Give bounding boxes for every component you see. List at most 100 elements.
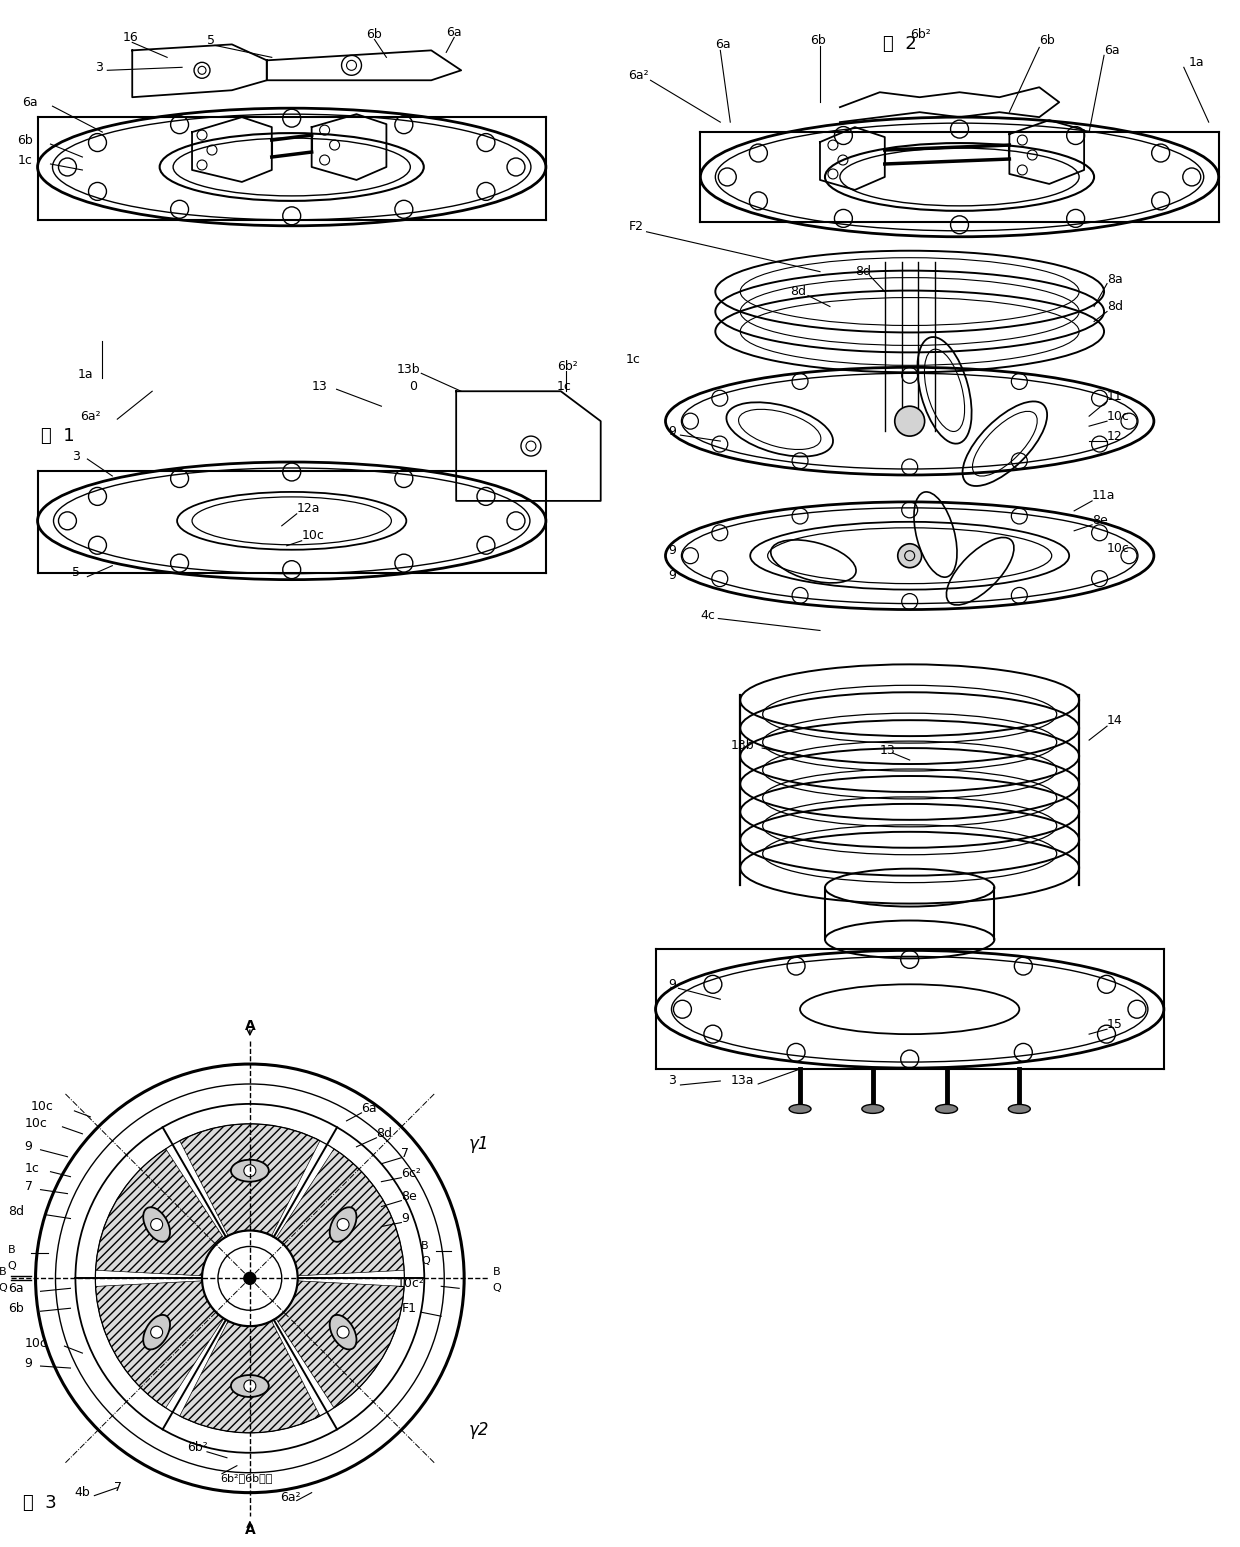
Text: 12a: 12a [296, 503, 320, 515]
Text: 13b: 13b [397, 364, 420, 376]
Text: F1: F1 [402, 1301, 417, 1315]
Wedge shape [95, 1149, 223, 1276]
Text: 12: 12 [1107, 430, 1122, 442]
Text: 10c: 10c [1107, 410, 1130, 422]
Text: γ1: γ1 [469, 1135, 490, 1153]
Text: 1c: 1c [17, 153, 32, 167]
Wedge shape [95, 1281, 223, 1408]
Wedge shape [180, 1123, 320, 1236]
Text: 14: 14 [1107, 713, 1122, 727]
Circle shape [244, 1272, 255, 1284]
Text: 图  1: 图 1 [41, 427, 74, 446]
Text: 13: 13 [880, 744, 895, 756]
Text: 6a: 6a [1104, 43, 1120, 57]
Text: 6b²: 6b² [557, 360, 578, 373]
Ellipse shape [330, 1315, 356, 1349]
Text: 1a: 1a [77, 368, 93, 381]
Circle shape [895, 407, 925, 436]
Text: 10c²: 10c² [397, 1276, 424, 1290]
Ellipse shape [143, 1207, 170, 1242]
Text: Q: Q [0, 1284, 7, 1293]
Text: B: B [0, 1267, 6, 1278]
Text: 7: 7 [25, 1180, 32, 1193]
Text: 6a: 6a [362, 1103, 377, 1115]
Text: 6b²: 6b² [187, 1442, 208, 1454]
Text: B: B [422, 1241, 429, 1252]
Ellipse shape [1008, 1105, 1030, 1114]
Circle shape [337, 1219, 348, 1230]
Text: 8a: 8a [1107, 274, 1122, 286]
Text: 10c: 10c [1107, 543, 1130, 555]
Circle shape [244, 1380, 255, 1392]
Text: 8d: 8d [1107, 300, 1123, 312]
Text: 9: 9 [668, 978, 676, 990]
Text: 13a: 13a [730, 1075, 754, 1088]
Text: F2: F2 [629, 220, 644, 234]
Text: 10c: 10c [25, 1117, 47, 1131]
Ellipse shape [231, 1375, 269, 1397]
Text: 6c²: 6c² [402, 1166, 422, 1180]
Text: 9: 9 [25, 1140, 32, 1153]
Text: Q: Q [422, 1256, 430, 1267]
Circle shape [337, 1326, 348, 1338]
Text: 13: 13 [311, 379, 327, 393]
Text: 8e: 8e [1092, 514, 1107, 528]
Text: 10c: 10c [31, 1100, 53, 1114]
Text: B: B [7, 1245, 15, 1256]
Text: 3: 3 [668, 1075, 676, 1088]
Text: 6a: 6a [7, 1282, 24, 1295]
Text: γ2: γ2 [469, 1420, 490, 1439]
Text: 3: 3 [72, 450, 81, 463]
Text: 4b: 4b [74, 1487, 91, 1499]
Text: 8e: 8e [402, 1190, 417, 1204]
Text: 4c: 4c [701, 610, 715, 622]
Text: 8d: 8d [7, 1205, 24, 1217]
Ellipse shape [231, 1160, 269, 1182]
Text: 8d: 8d [790, 285, 806, 299]
Text: 1c: 1c [626, 353, 641, 365]
Ellipse shape [862, 1105, 884, 1114]
Text: 6a²: 6a² [81, 410, 100, 422]
Text: Q: Q [7, 1261, 16, 1272]
Text: 6a²: 6a² [629, 68, 650, 82]
Text: 6b²: 6b² [910, 28, 930, 40]
Circle shape [150, 1326, 162, 1338]
Text: 5: 5 [207, 34, 215, 46]
Text: 6a: 6a [22, 96, 38, 108]
Text: 1c: 1c [557, 379, 572, 393]
Wedge shape [180, 1321, 320, 1433]
Text: 9: 9 [25, 1357, 32, 1369]
Text: 6b: 6b [810, 34, 826, 46]
Text: 9: 9 [402, 1211, 409, 1225]
Text: 6b: 6b [1039, 34, 1055, 46]
Text: 6a: 6a [715, 37, 730, 51]
Text: 8d: 8d [854, 265, 870, 278]
Ellipse shape [330, 1207, 356, 1242]
Text: 11a: 11a [1092, 489, 1116, 503]
Text: 8d: 8d [377, 1128, 392, 1140]
Text: 10c: 10c [301, 529, 325, 543]
Text: 6a²: 6a² [280, 1491, 300, 1504]
Text: 16: 16 [123, 31, 138, 43]
Text: 3: 3 [95, 60, 103, 74]
Text: 6b: 6b [17, 133, 33, 147]
Text: A: A [244, 1522, 255, 1536]
Circle shape [898, 543, 921, 568]
Text: A: A [244, 1019, 255, 1033]
Circle shape [150, 1219, 162, 1230]
Text: 6b: 6b [367, 28, 382, 40]
Text: 9: 9 [668, 424, 676, 438]
Text: B: B [494, 1267, 501, 1278]
Text: Q: Q [492, 1284, 501, 1293]
Text: 图  3: 图 3 [22, 1493, 56, 1511]
Text: 7: 7 [114, 1480, 123, 1494]
Text: 10c: 10c [25, 1337, 47, 1349]
Text: 9: 9 [668, 545, 676, 557]
Text: 5: 5 [72, 566, 81, 579]
Text: 0: 0 [409, 379, 418, 393]
Circle shape [244, 1165, 255, 1177]
Text: 6b²与6b兼用: 6b²与6b兼用 [219, 1473, 273, 1482]
Ellipse shape [936, 1105, 957, 1114]
Text: 6a: 6a [446, 26, 461, 39]
Text: 1a: 1a [1189, 56, 1204, 68]
